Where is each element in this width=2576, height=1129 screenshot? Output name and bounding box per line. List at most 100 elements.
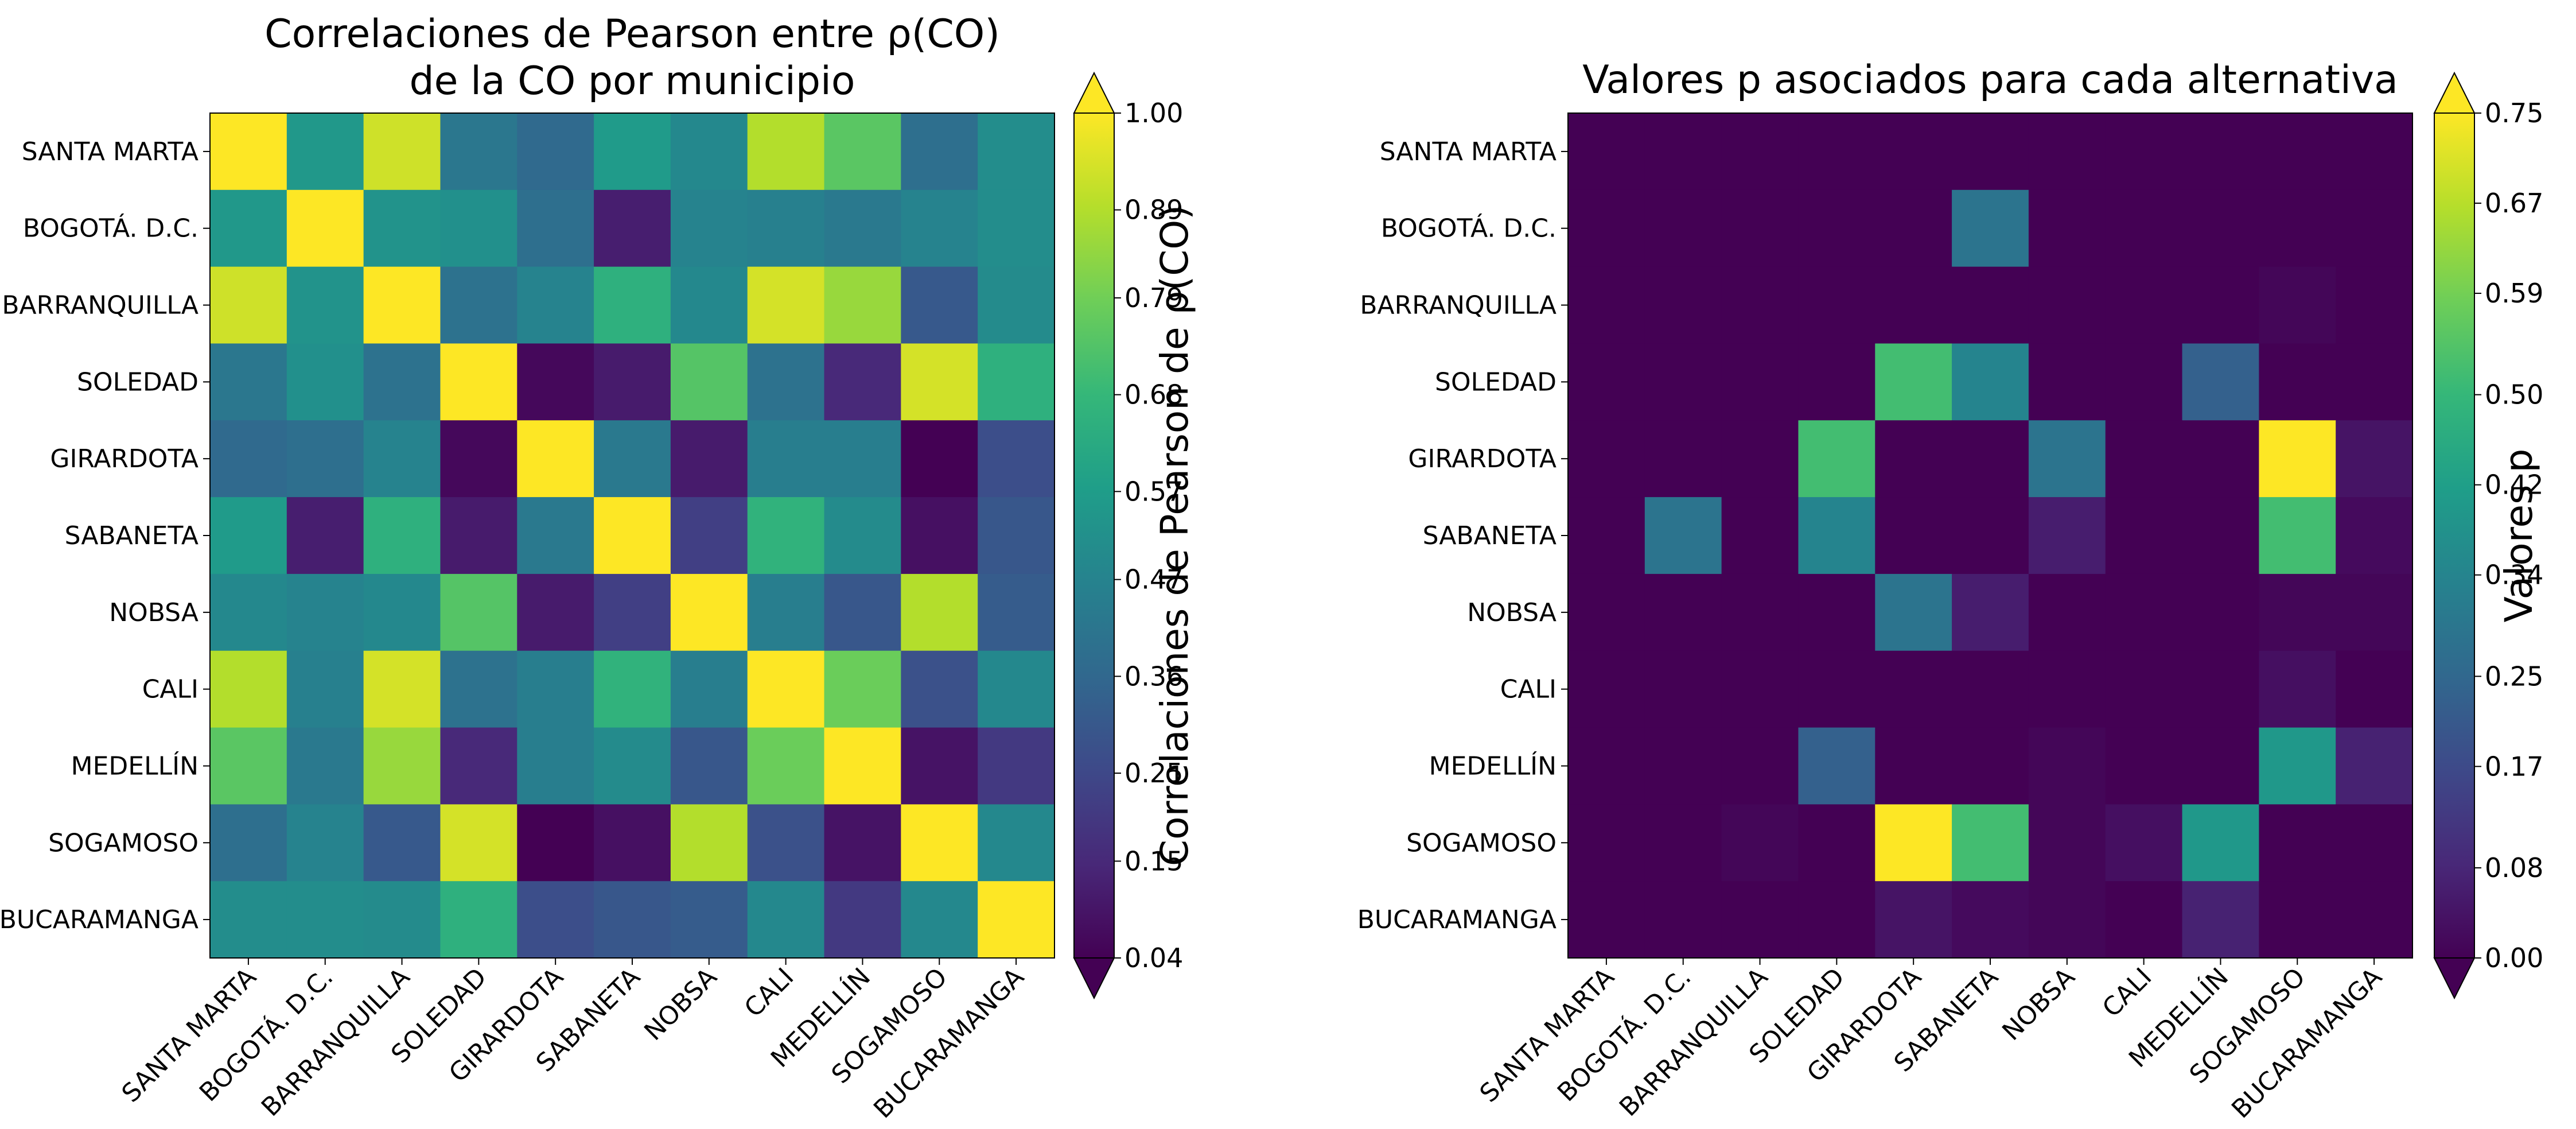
heatmap-cell <box>363 420 441 498</box>
heatmap-cell <box>2028 113 2106 191</box>
y-tick-label-soledad: SOLEDAD <box>1435 367 1557 397</box>
pvalue-heatmap-panel: Valores p asociados para cada alternativ… <box>1357 57 2544 1124</box>
heatmap-cell <box>2336 113 2413 191</box>
heatmap-cell <box>2259 113 2336 191</box>
heatmap-cell <box>670 113 748 191</box>
heatmap-cell <box>1952 189 2029 267</box>
heatmap-cell <box>1875 727 1952 805</box>
heatmap-cell <box>2105 266 2183 344</box>
heatmap-cell <box>2336 266 2413 344</box>
heatmap-cell <box>1568 266 1645 344</box>
heatmap-cell <box>2336 650 2413 728</box>
heatmap-cell <box>978 881 1055 959</box>
heatmap-cell <box>1644 266 1722 344</box>
heatmap-cell <box>517 804 594 882</box>
heatmap-cell <box>363 881 441 959</box>
heatmap-cell <box>901 650 978 728</box>
heatmap-cell <box>824 266 901 344</box>
heatmap-cell <box>363 189 441 267</box>
colorbar-tick-label: 0.08 <box>2485 852 2543 883</box>
y-tick-label-bucaramanga: BUCARAMANGA <box>0 905 199 934</box>
heatmap-cell <box>1952 497 2029 575</box>
heatmap-cell <box>210 189 287 267</box>
colorbar-label: Correlaciones de Pearson de ρ(CO) <box>1153 205 1197 866</box>
heatmap-cell <box>286 727 364 805</box>
heatmap-cell <box>2259 497 2336 575</box>
heatmap-cell <box>747 804 825 882</box>
heatmap-cell <box>210 113 287 191</box>
heatmap-cell <box>210 650 287 728</box>
y-tick-label-santa-marta: SANTA MARTA <box>1380 137 1557 166</box>
y-tick-label-sabaneta: SABANETA <box>1423 521 1557 550</box>
heatmap-cell <box>286 420 364 498</box>
chart-title: de la CO por municipio <box>409 59 855 104</box>
heatmap-cell <box>1568 189 1645 267</box>
heatmap-cell <box>1952 113 2029 191</box>
heatmap-cell <box>2182 650 2259 728</box>
heatmap-cell <box>1568 497 1645 575</box>
heatmap-cell <box>363 497 441 575</box>
heatmap-cell <box>1568 343 1645 421</box>
colorbar-tick-label: 0.17 <box>2485 751 2543 782</box>
heatmap-cell <box>824 343 901 421</box>
heatmap-cell <box>2105 650 2183 728</box>
heatmap-cell <box>978 727 1055 805</box>
heatmap-cell <box>978 266 1055 344</box>
x-tick-label-cali: CALI <box>2097 963 2158 1023</box>
heatmap-cell <box>1875 266 1952 344</box>
y-tick-label-cali: CALI <box>142 675 199 704</box>
heatmap-cell <box>363 113 441 191</box>
heatmap-cell <box>1568 650 1645 728</box>
colorbar <box>2434 113 2474 958</box>
heatmap-cell <box>1952 266 2029 344</box>
heatmap-cell <box>363 727 441 805</box>
heatmap-cell <box>1875 881 1952 959</box>
heatmap-cell <box>670 727 748 805</box>
heatmap-cell <box>1568 573 1645 651</box>
y-tick-label-bucaramanga: BUCARAMANGA <box>1357 905 1557 934</box>
heatmap-cell <box>286 650 364 728</box>
colorbar-tick-label: 0.00 <box>2485 942 2543 973</box>
x-tick-label-santa-marta: SANTA MARTA <box>1474 963 1620 1108</box>
heatmap-cell <box>1875 113 1952 191</box>
heatmap-cell <box>1798 650 1875 728</box>
heatmap-cell <box>363 650 441 728</box>
heatmap-cell <box>363 266 441 344</box>
heatmap-cell <box>824 497 901 575</box>
heatmap-cell <box>2105 804 2183 882</box>
heatmap-cell <box>747 113 825 191</box>
heatmap-cell <box>440 804 517 882</box>
colorbar-tick-label: 0.15 <box>1124 845 1183 876</box>
heatmap-cell <box>517 189 594 267</box>
y-tick-label-barranquilla: BARRANQUILLA <box>1360 291 1557 320</box>
heatmap-cell <box>2028 573 2106 651</box>
heatmap-cell <box>978 497 1055 575</box>
heatmap-cell <box>363 343 441 421</box>
heatmap-cell <box>1644 189 1722 267</box>
heatmap-cell <box>824 881 901 959</box>
heatmap-cell <box>286 113 364 191</box>
heatmap-cell <box>747 497 825 575</box>
heatmap-cell <box>2182 113 2259 191</box>
heatmap-cell <box>2259 881 2336 959</box>
heatmap-cell <box>2182 343 2259 421</box>
colorbar-tick-label: 0.04 <box>1124 942 1183 973</box>
heatmap-cell <box>2336 497 2413 575</box>
x-tick-label-cali: CALI <box>739 963 800 1023</box>
heatmap-cell <box>2259 804 2336 882</box>
heatmap-cell <box>517 113 594 191</box>
heatmap-cell <box>1952 804 2029 882</box>
heatmap-cell <box>517 881 594 959</box>
y-tick-label-soledad: SOLEDAD <box>77 367 199 397</box>
colorbar-tick-label: 0.36 <box>1124 661 1183 692</box>
colorbar-tick-label: 1.00 <box>1124 98 1183 129</box>
heatmap-cell <box>901 573 978 651</box>
heatmap-cell <box>2028 189 2106 267</box>
heatmap-cell <box>440 113 517 191</box>
heatmap-cell <box>594 343 671 421</box>
heatmap-cell <box>1875 804 1952 882</box>
heatmap-cell <box>2336 573 2413 651</box>
colorbar-tick-label: 0.25 <box>1124 758 1183 789</box>
heatmap-cell <box>1798 881 1875 959</box>
heatmap-cell <box>2105 497 2183 575</box>
